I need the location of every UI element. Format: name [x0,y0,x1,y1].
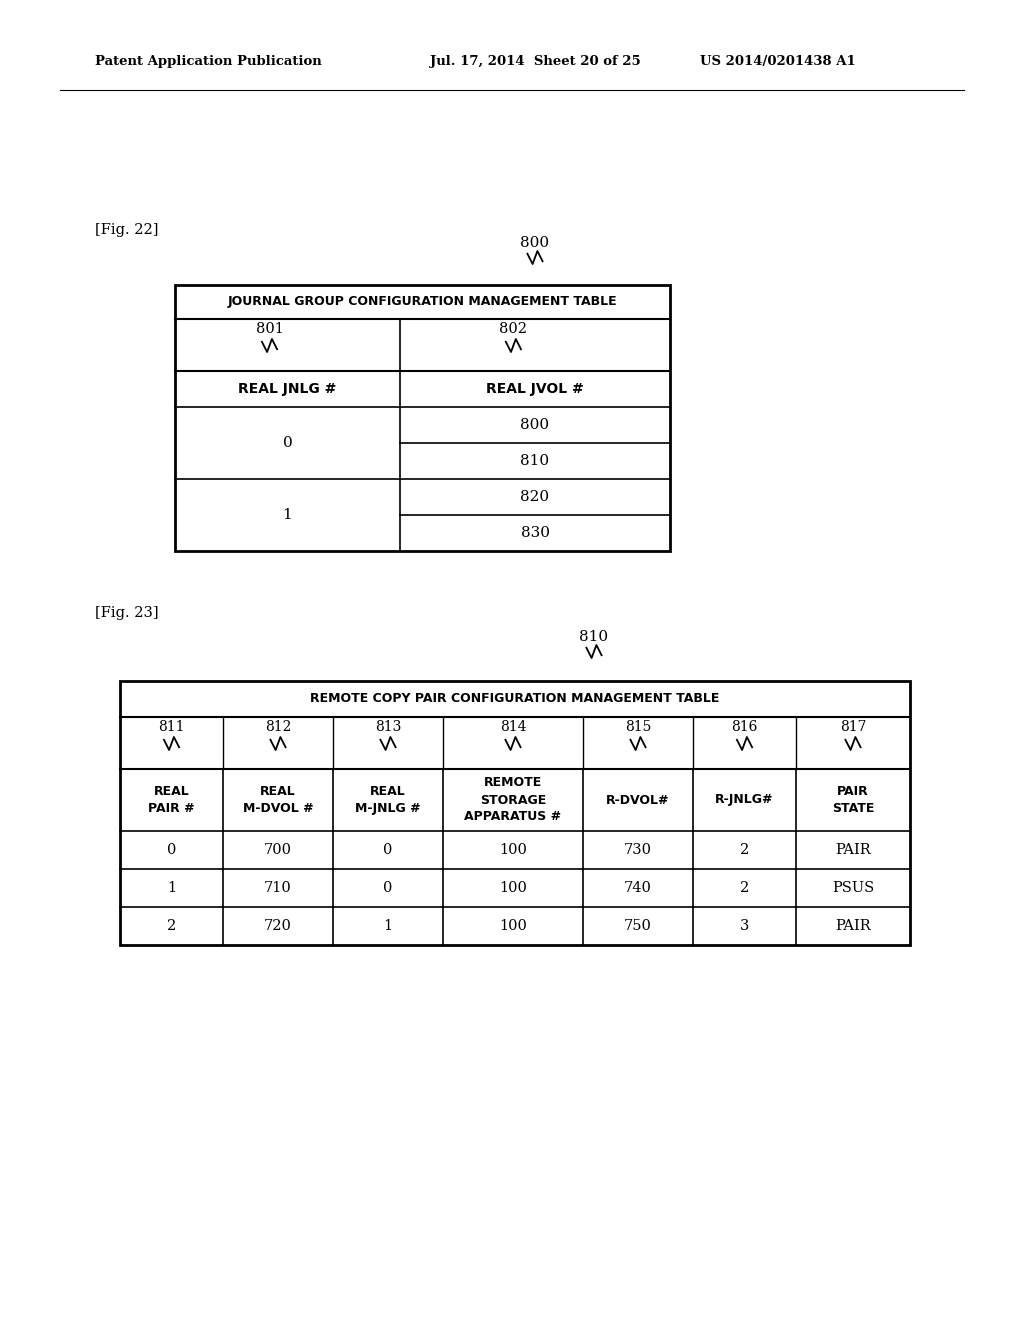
Text: 1: 1 [383,919,392,933]
Text: PAIR: PAIR [836,843,870,857]
Text: 0: 0 [383,880,392,895]
Text: 1: 1 [167,880,176,895]
Text: 740: 740 [624,880,652,895]
Text: R-JNLG#: R-JNLG# [715,793,774,807]
Text: 814: 814 [500,719,526,734]
Text: 100: 100 [499,843,527,857]
Text: 700: 700 [264,843,292,857]
Text: REAL
M-JNLG #: REAL M-JNLG # [355,785,421,814]
Text: 2: 2 [167,919,176,933]
Text: US 2014/0201438 A1: US 2014/0201438 A1 [700,55,856,69]
Text: 810: 810 [580,630,608,644]
Text: 0: 0 [283,436,293,450]
Text: 0: 0 [167,843,176,857]
Text: 820: 820 [520,490,550,504]
Text: 815: 815 [625,719,651,734]
Text: 810: 810 [520,454,550,469]
Text: 2: 2 [740,880,750,895]
Text: 817: 817 [840,719,866,734]
Text: 800: 800 [520,236,550,249]
Text: 811: 811 [159,719,184,734]
Text: 830: 830 [520,525,550,540]
Text: REMOTE
STORAGE
APPARATUS #: REMOTE STORAGE APPARATUS # [465,776,561,824]
Text: 720: 720 [264,919,292,933]
Text: 800: 800 [520,418,550,432]
Text: 710: 710 [264,880,292,895]
Text: 1: 1 [283,508,293,521]
Text: REAL JNLG #: REAL JNLG # [239,381,337,396]
Text: 0: 0 [383,843,392,857]
Text: 813: 813 [375,719,401,734]
Text: JOURNAL GROUP CONFIGURATION MANAGEMENT TABLE: JOURNAL GROUP CONFIGURATION MANAGEMENT T… [227,296,617,309]
Text: PAIR: PAIR [836,919,870,933]
Text: REAL
PAIR #: REAL PAIR # [148,785,195,814]
Text: 812: 812 [265,719,291,734]
Text: REMOTE COPY PAIR CONFIGURATION MANAGEMENT TABLE: REMOTE COPY PAIR CONFIGURATION MANAGEMEN… [310,693,720,705]
Text: REAL
M-DVOL #: REAL M-DVOL # [243,785,313,814]
Text: 802: 802 [500,322,527,337]
Text: 100: 100 [499,880,527,895]
Text: R-DVOL#: R-DVOL# [606,793,670,807]
Text: PSUS: PSUS [831,880,874,895]
Text: Jul. 17, 2014  Sheet 20 of 25: Jul. 17, 2014 Sheet 20 of 25 [430,55,641,69]
Text: [Fig. 23]: [Fig. 23] [95,606,159,620]
Bar [175,285,670,550]
Text: 3: 3 [739,919,750,933]
Text: 801: 801 [256,322,284,337]
Text: 816: 816 [731,719,758,734]
Text: 100: 100 [499,919,527,933]
Text: 2: 2 [740,843,750,857]
Text: 730: 730 [624,843,652,857]
Text: [Fig. 22]: [Fig. 22] [95,223,159,238]
Text: Patent Application Publication: Patent Application Publication [95,55,322,69]
Text: REAL JVOL #: REAL JVOL # [486,381,584,396]
Text: PAIR
STATE: PAIR STATE [831,785,874,814]
Bar [120,681,910,945]
Text: 750: 750 [624,919,652,933]
